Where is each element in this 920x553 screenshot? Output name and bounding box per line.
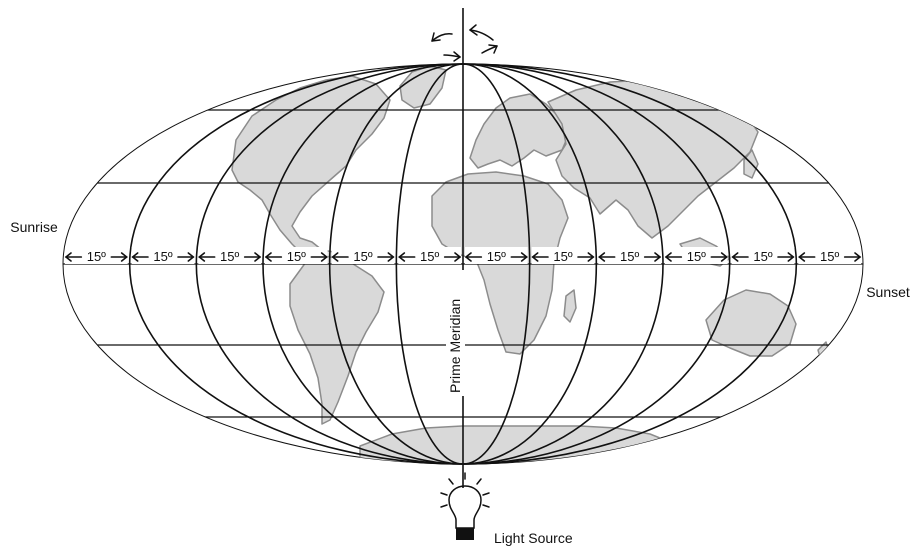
meridian-line — [128, 63, 464, 465]
degree-label: 15º — [353, 249, 372, 264]
meridian-line — [462, 63, 664, 465]
degree-label: 15º — [420, 249, 439, 264]
meridian-line — [462, 63, 731, 465]
light-bulb-icon — [440, 472, 490, 529]
degree-label: 15º — [820, 249, 839, 264]
meridian-line — [195, 63, 464, 465]
degree-label: 15º — [687, 249, 706, 264]
meridian-line — [462, 63, 598, 465]
meridian-line — [262, 63, 464, 465]
meridian-line — [328, 63, 464, 465]
prime-meridian-label: Prime Meridian — [447, 299, 463, 393]
degree-interval: 15º — [464, 247, 528, 264]
degree-interval: 15º — [798, 247, 862, 264]
antarctica — [359, 425, 681, 464]
degree-interval: 15º — [598, 247, 662, 264]
meridian-line — [462, 63, 798, 465]
degree-label: 15º — [87, 249, 106, 264]
light-bulb-base — [456, 528, 474, 540]
light-source-label: Light Source — [494, 530, 573, 546]
sunset-label: Sunset — [866, 284, 910, 300]
degree-interval: 15º — [398, 247, 462, 264]
degree-interval: 15º — [664, 247, 728, 264]
degree-interval: 15º — [531, 247, 595, 264]
sunrise-label: Sunrise — [10, 219, 58, 235]
north-america — [231, 75, 391, 265]
degree-label: 15º — [287, 249, 306, 264]
degree-label: 15º — [220, 249, 239, 264]
degree-interval: 15º — [131, 247, 195, 264]
degree-interval: 15º — [731, 247, 795, 264]
degree-label: 15º — [753, 249, 772, 264]
meridian-lines — [128, 63, 798, 465]
meridian-line — [395, 63, 464, 465]
degree-interval: 15º — [64, 247, 128, 264]
degree-label: 15º — [487, 249, 506, 264]
south-america — [289, 255, 385, 425]
madagascar — [563, 289, 577, 323]
australia — [705, 289, 797, 357]
degree-label: 15º — [553, 249, 572, 264]
degree-interval: 15º — [264, 247, 328, 264]
europe — [469, 93, 569, 169]
rotation-arrows-icon — [431, 24, 498, 62]
degree-spacing-row: 15º 15º 15º 15º 15º 15º 15º 15º 15º 15º 15º 15º — [64, 247, 862, 264]
degree-label: 15º — [153, 249, 172, 264]
greenland — [399, 65, 447, 109]
degree-label: 15º — [620, 249, 639, 264]
degree-interval: 15º — [331, 247, 395, 264]
meridian-line — [462, 63, 531, 465]
degree-interval: 15º — [198, 247, 262, 264]
